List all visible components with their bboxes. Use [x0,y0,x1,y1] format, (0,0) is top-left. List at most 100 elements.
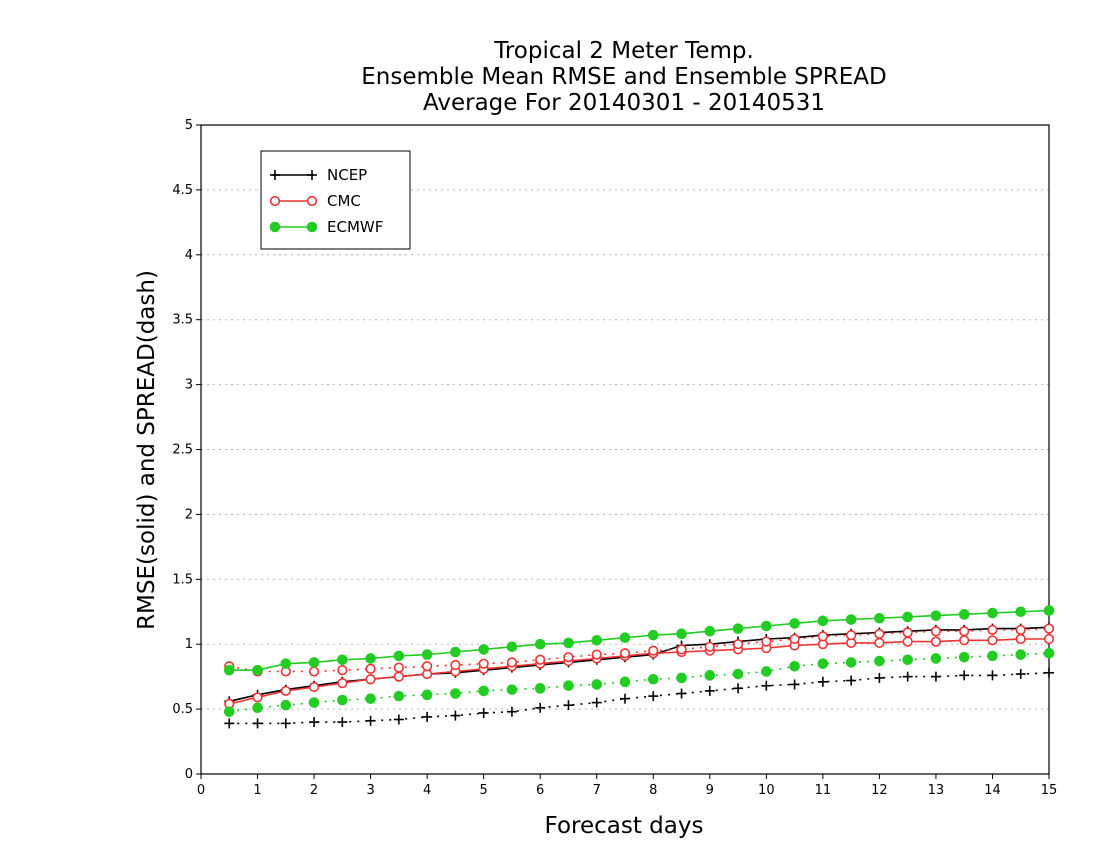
x-tick-label: 8 [649,783,657,798]
y-tick-label: 0.5 [172,702,193,717]
data-point-ecmwf-rmse [704,625,716,637]
data-point-ncep-spread [620,693,630,704]
y-tick-label: 0 [185,767,193,782]
x-tick-label: 13 [928,783,945,798]
data-point-ecmwf-spread [902,654,913,666]
data-point-ncep-spread [337,717,348,728]
series-cmc-spread [224,623,1055,677]
data-point-cmc-rmse [1043,633,1055,645]
data-point-cmc-spread [365,663,376,674]
data-point-ecmwf-rmse [563,637,574,649]
data-point-ecmwf-spread [1043,647,1055,659]
data-point-ecmwf-spread [280,699,292,711]
data-point-cmc-spread [874,628,885,639]
data-point-cmc-rmse [280,685,291,697]
data-point-ecmwf-rmse [987,607,998,619]
data-point-ncep-spread [506,706,517,717]
data-point-ecmwf-rmse [874,612,885,624]
data-point-ecmwf-rmse [365,653,376,664]
series-ecmwf-spread [223,647,1055,717]
legend-item-cmc: CMC [269,192,361,210]
data-point-ecmwf-spread [393,690,405,702]
series-ecmwf-rmse [223,605,1055,676]
data-point-cmc-spread [422,661,433,672]
data-point-ecmwf-rmse [619,632,631,644]
data-point-cmc-spread [563,652,574,663]
data-point-cmc-rmse [393,671,404,682]
legend-marker [269,221,281,233]
series-group [223,605,1055,729]
data-point-ecmwf-rmse [1043,605,1055,616]
data-point-ecmwf-spread [337,694,348,706]
x-tick-label: 1 [253,783,261,798]
data-point-ecmwf-rmse [450,646,461,658]
data-point-cmc-spread [478,658,489,669]
axis-ticks: 00.511.522.533.544.550 1 2 3 4 5 6 7 8 9 10 11 12 13 1… [172,118,1057,798]
legend-label: CMC [327,192,361,210]
data-point-cmc-spread [761,636,772,647]
data-point-ncep-spread [846,675,857,686]
x-tick-label: 3 [366,783,374,798]
data-point-cmc-spread [1015,624,1026,636]
y-tick-label: 5 [185,118,193,133]
legend-marker [270,170,280,180]
series-ncep-spread [224,667,1054,729]
legend-label: NCEP [327,166,367,184]
y-tick-label: 3.5 [172,313,193,328]
data-point-cmc-rmse [1015,633,1026,645]
data-point-ecmwf-spread [365,693,376,705]
legend-label: ECMWF [327,218,383,236]
data-point-ecmwf-rmse [902,611,913,623]
data-point-ecmwf-spread [987,650,998,662]
data-point-cmc-rmse [902,636,913,647]
data-point-ecmwf-rmse [845,614,857,625]
data-point-ncep-spread [817,676,828,687]
legend-marker [306,221,318,233]
data-point-cmc-spread [817,631,828,642]
x-tick-label: 9 [706,783,714,798]
y-tick-label: 1 [185,637,193,652]
data-point-ncep-spread [224,718,235,729]
data-point-ecmwf-spread [563,680,574,692]
data-point-cmc-spread [846,630,857,641]
data-point-ncep-spread [676,688,687,699]
data-point-ecmwf-rmse [393,650,405,662]
data-point-cmc-spread [987,624,998,636]
y-tick-label: 3 [185,378,193,393]
data-point-ecmwf-spread [478,685,489,697]
data-point-ncep-spread [1015,669,1026,680]
data-point-cmc-rmse [252,692,263,703]
data-point-cmc-spread [648,645,659,656]
data-point-ecmwf-rmse [534,638,546,650]
data-point-cmc-rmse [987,635,998,646]
data-point-ecmwf-rmse [252,664,263,676]
data-point-cmc-spread [337,665,348,676]
data-point-ncep-spread [535,702,546,713]
data-point-ecmwf-rmse [761,620,772,632]
data-point-ecmwf-spread [647,673,659,685]
data-point-ncep-spread [789,679,800,690]
data-point-ecmwf-spread [252,702,263,714]
legend: NCEP CMC ECMWF [260,150,411,250]
chart-title-line-1: Tropical 2 Meter Temp. [493,38,754,64]
data-point-ecmwf-spread [761,666,772,677]
data-point-ncep-spread [422,711,433,722]
data-point-ecmwf-spread [1015,649,1027,660]
data-point-ecmwf-spread [874,655,885,667]
data-point-ncep-spread [704,685,715,696]
y-tick-label: 1.5 [172,572,193,587]
data-point-cmc-spread [619,648,631,659]
data-point-ecmwf-rmse [817,615,829,627]
data-point-ncep-spread [280,718,291,729]
data-point-ecmwf-rmse [308,657,320,668]
data-point-cmc-rmse [365,674,376,685]
data-point-ecmwf-rmse [732,623,744,634]
data-point-ecmwf-rmse [930,610,942,621]
data-point-ecmwf-spread [421,689,433,701]
data-point-cmc-rmse [337,678,348,689]
data-point-ecmwf-spread [619,676,631,688]
legend-item-ecmwf: ECMWF [269,218,383,236]
data-point-ecmwf-spread [704,670,716,681]
data-point-ecmwf-spread [308,697,320,708]
